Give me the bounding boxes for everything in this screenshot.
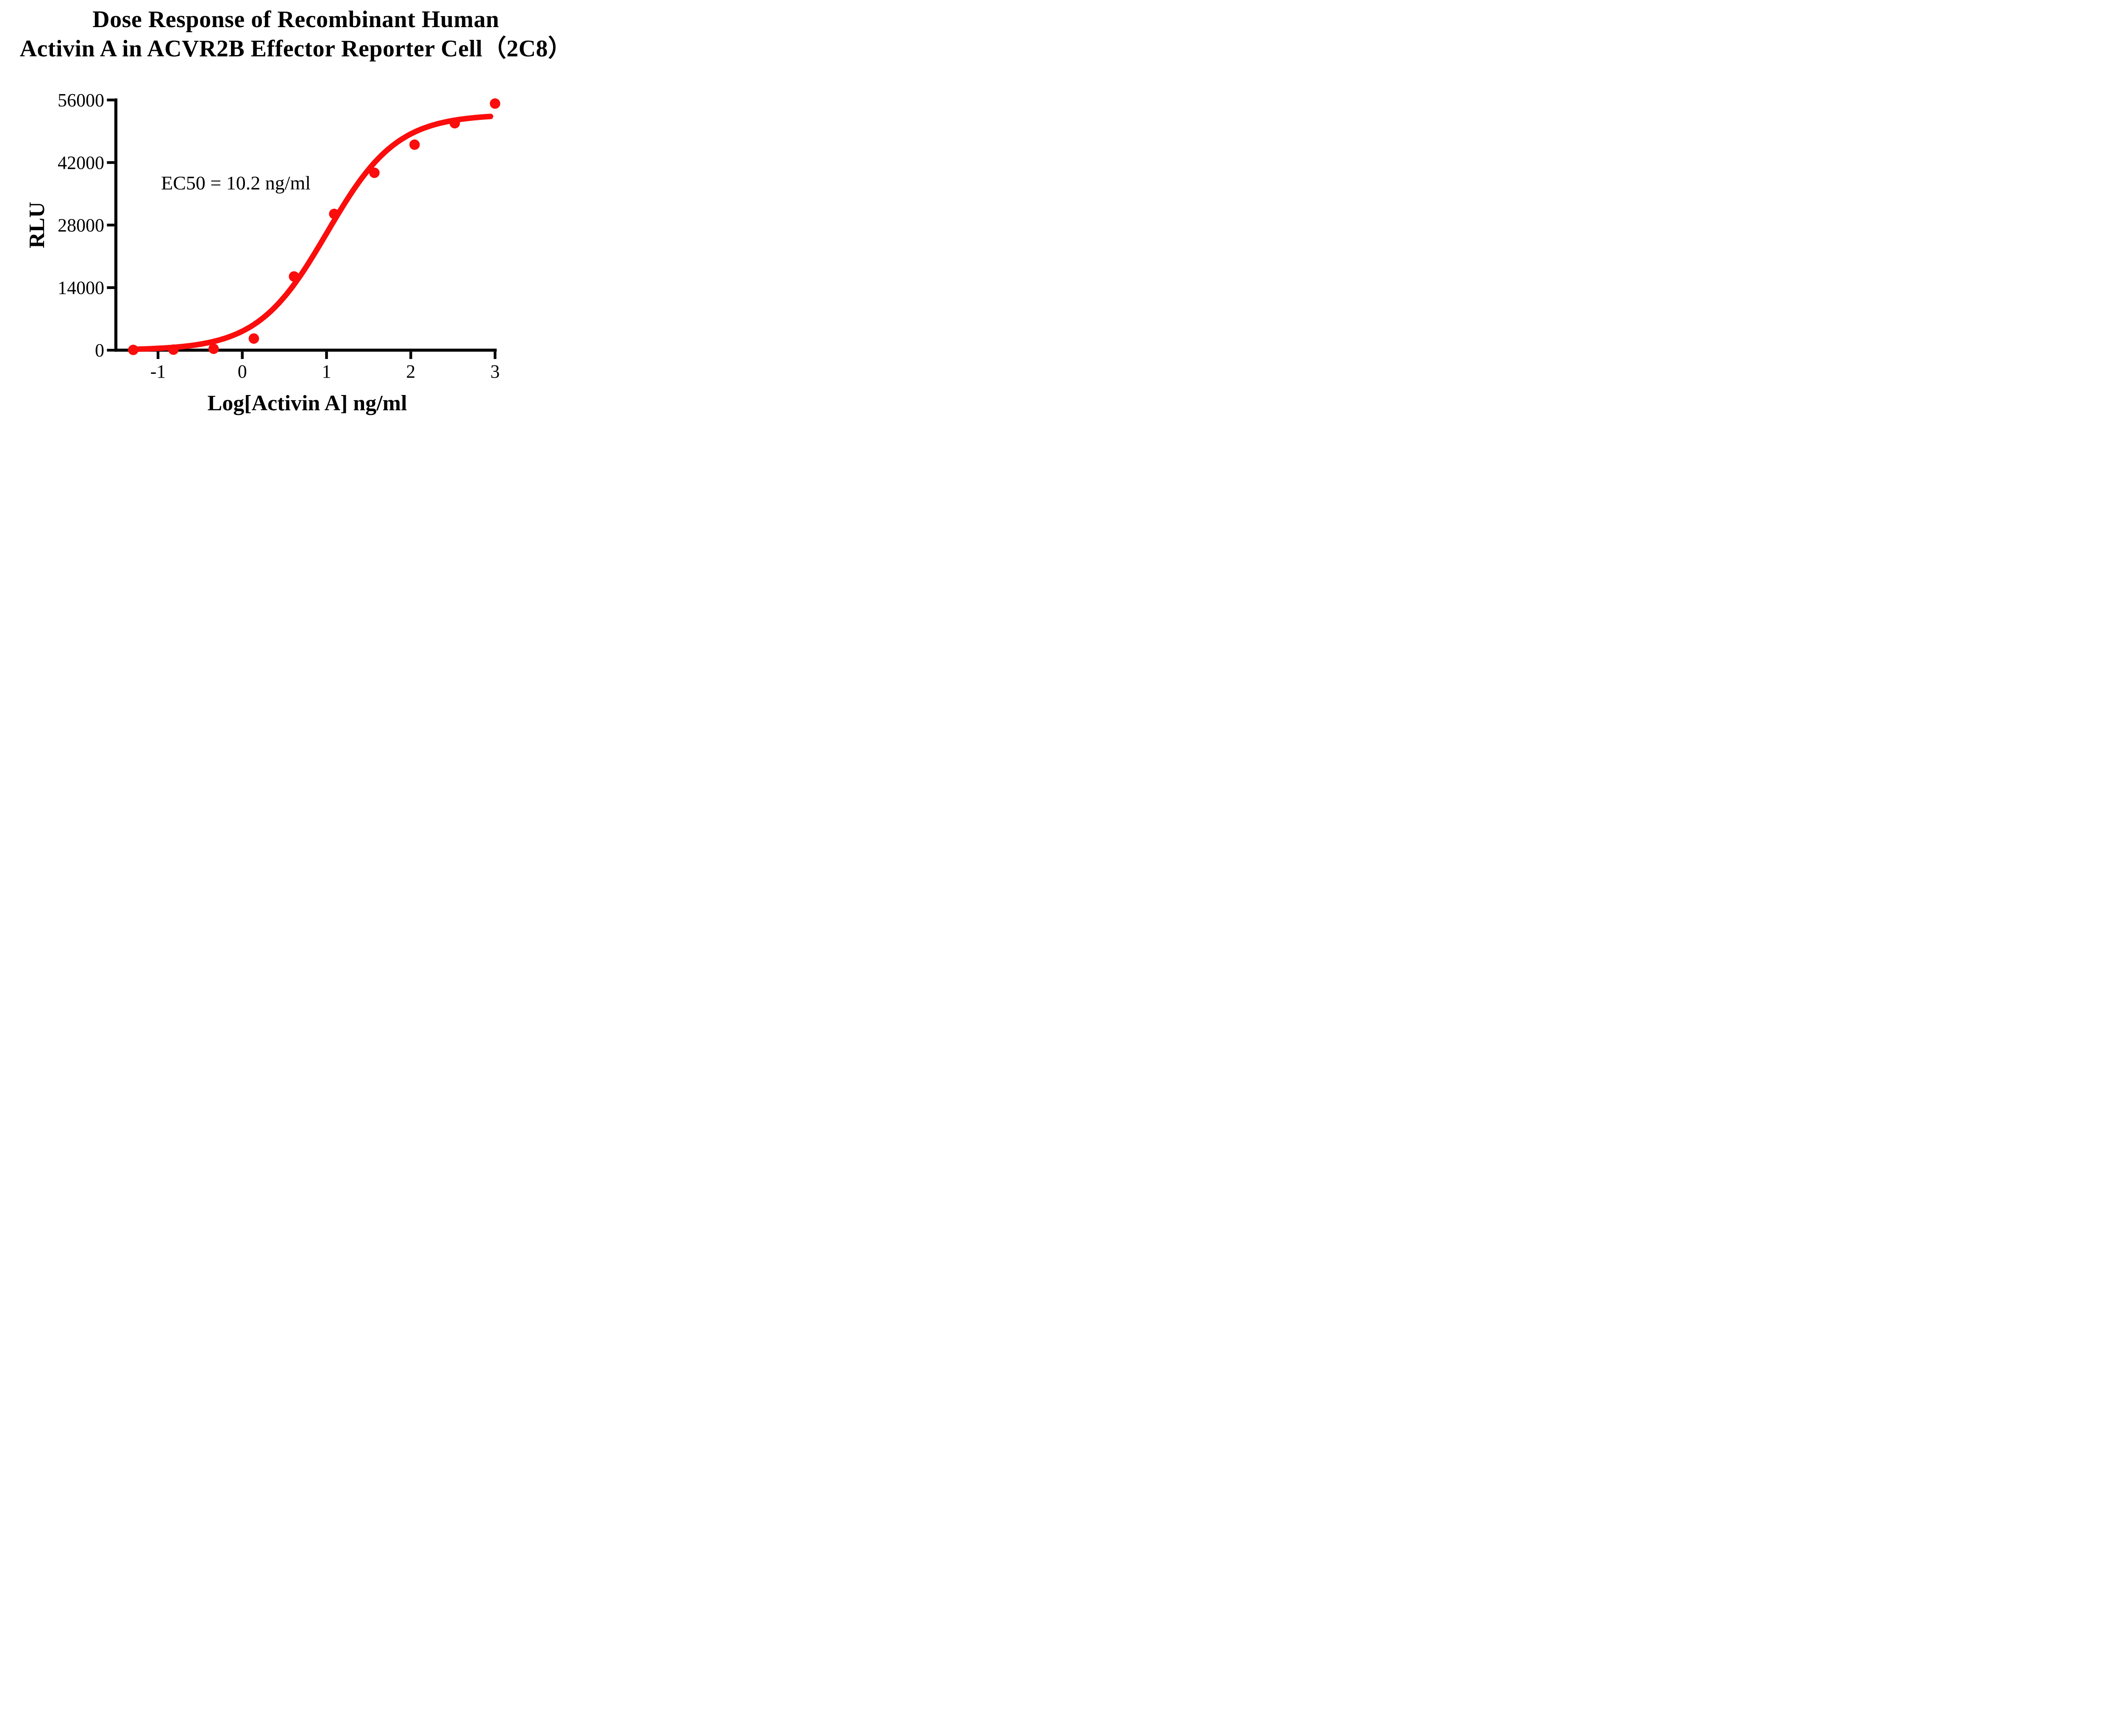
data-point: [329, 209, 339, 219]
x-tick-label: -1: [150, 361, 166, 382]
data-point: [208, 343, 219, 354]
data-point: [128, 345, 139, 355]
x-tick-label: 3: [490, 361, 500, 382]
dose-response-figure: Dose Response of Recombinant Human Activ…: [0, 0, 592, 434]
x-axis-label: Log[Activin A] ng/ml: [208, 391, 407, 415]
data-point: [449, 118, 460, 129]
fit-curve: [131, 114, 493, 352]
y-tick-label: 14000: [58, 278, 104, 298]
data-point: [289, 271, 300, 282]
x-tick-label: 1: [322, 361, 331, 382]
chart-title-line1: Dose Response of Recombinant Human: [92, 6, 499, 33]
axes-layer: 0 14000 28000 42000 56000 -1 0 1 2 3: [58, 90, 500, 382]
data-point: [168, 344, 179, 355]
chart-title-line2: Activin A in ACVR2B Effector Reporter Ce…: [19, 36, 572, 62]
y-tick-label: 42000: [58, 152, 104, 173]
data-point: [369, 167, 380, 178]
data-point: [489, 98, 501, 109]
y-axis-label: RLU: [25, 202, 49, 248]
data-point: [248, 333, 259, 344]
curve-layer: [131, 114, 493, 352]
y-tick-label: 56000: [58, 90, 104, 111]
x-tick-label: 2: [406, 361, 415, 382]
y-tick-label: 0: [95, 340, 104, 361]
y-tick-label: 28000: [58, 215, 104, 236]
ec50-annotation: EC50 = 10.2 ng/ml: [161, 172, 311, 194]
plot-area: 0 14000 28000 42000 56000 -1 0 1 2 3 RLU Log[Acti…: [25, 90, 501, 415]
x-tick-label: 0: [238, 361, 247, 382]
chart-title: Dose Response of Recombinant Human Activ…: [0, 5, 592, 64]
data-point: [409, 139, 420, 150]
points-layer: [128, 98, 501, 355]
